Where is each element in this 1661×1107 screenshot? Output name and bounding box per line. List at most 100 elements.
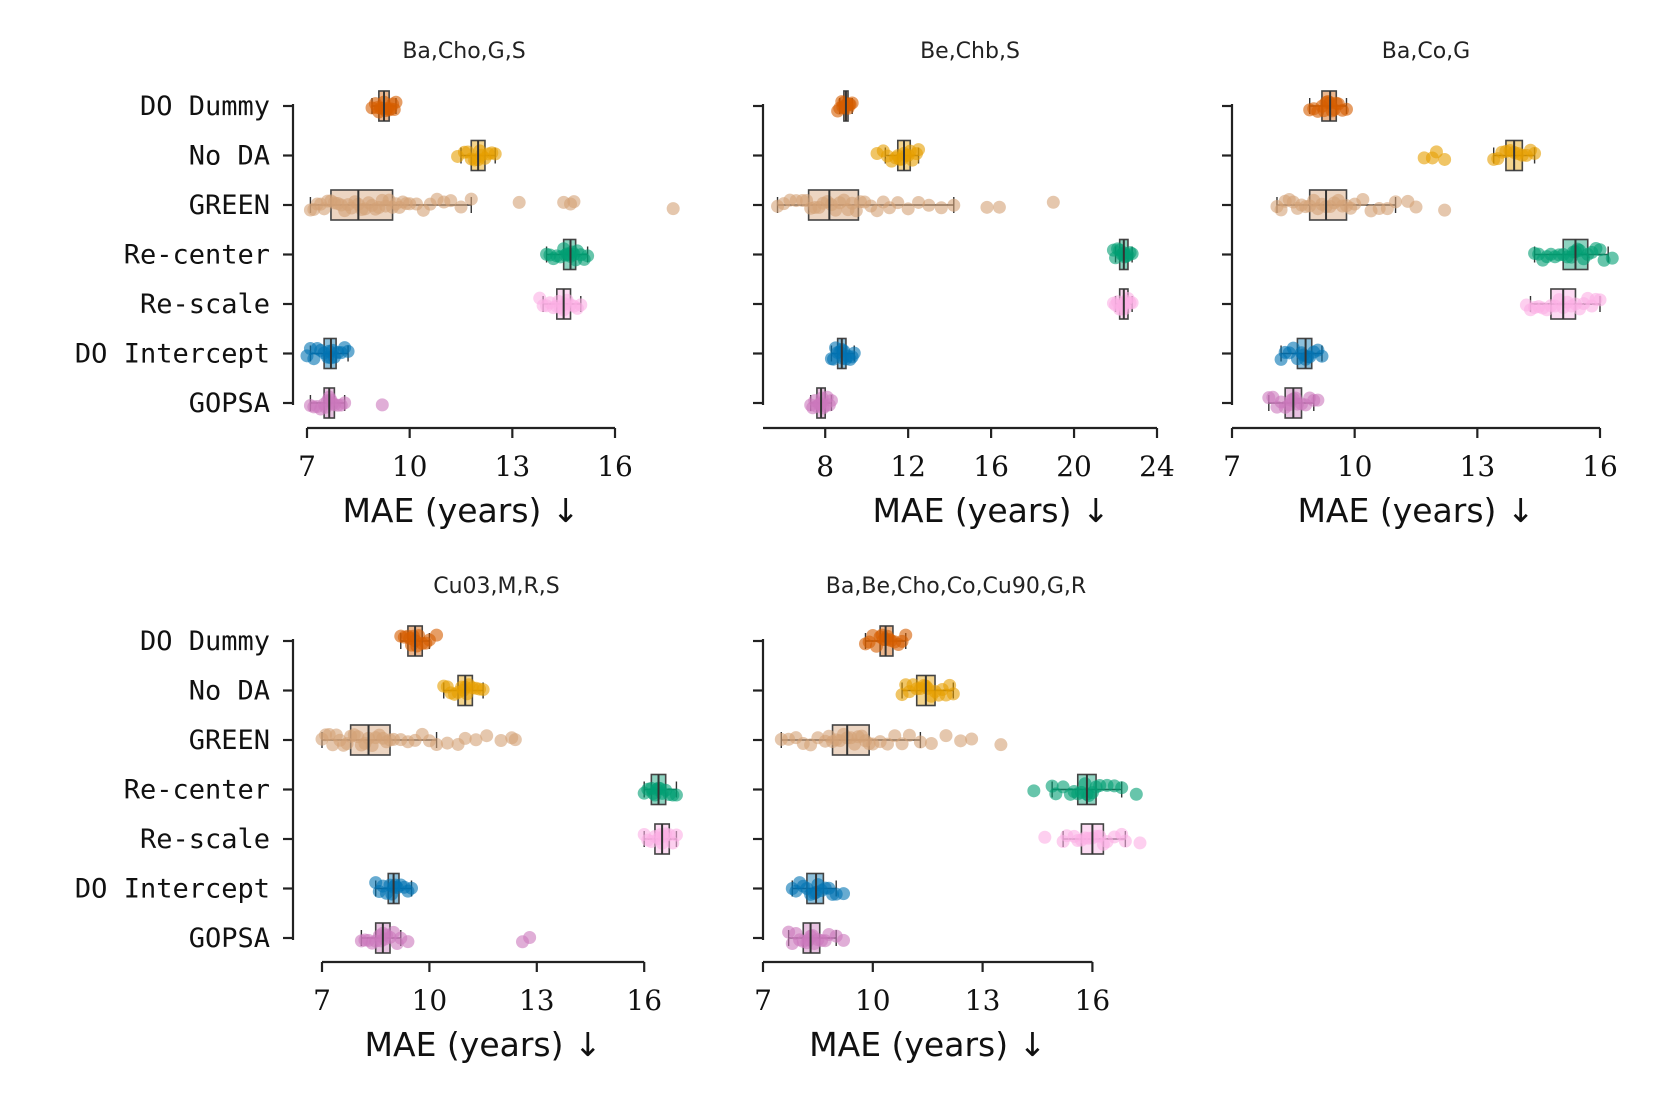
x-tick-label-13: 13 [519,984,555,1017]
series-do-dummy [394,625,444,657]
series-re-scale [1106,288,1139,320]
data-point [375,398,389,412]
data-point [1125,247,1139,261]
series-re-center [1027,773,1143,806]
series-do-intercept [300,337,355,370]
data-point [1115,781,1129,795]
series-do-dummy [831,90,859,122]
data-point [401,935,415,949]
x-tick-label-20: 20 [1056,450,1092,483]
data-point [1027,784,1041,798]
series-do-intercept [1274,337,1329,370]
data-point [1078,777,1092,791]
data-point [488,147,502,161]
series-re-center [540,238,595,271]
series-no-da [895,674,960,707]
category-label-green: GREEN [189,190,270,221]
series-green [774,724,1008,756]
data-point [440,736,454,750]
data-point [574,298,588,312]
data-point [845,96,859,110]
data-point [847,346,861,360]
data-point [464,192,478,206]
data-point [1125,296,1139,310]
data-point [901,202,915,216]
data-point [980,200,994,214]
data-point [1429,145,1443,159]
x-tick-label-10: 10 [855,984,891,1017]
x-tick-label-16: 16 [597,450,633,483]
category-label-no-da: No DA [189,676,270,707]
category-label-do-intercept: DO Intercept [75,339,270,370]
x-tick-label-8: 8 [816,450,834,483]
series-green [303,189,680,221]
data-point [912,195,926,209]
data-point [895,737,909,751]
data-point [1129,787,1143,801]
data-point [389,95,403,109]
x-tick-label-7: 7 [1223,450,1241,483]
data-point [669,828,683,842]
x-tick-label-7: 7 [313,984,331,1017]
data-point [430,738,444,752]
data-point [954,734,968,748]
data-point [1118,834,1132,848]
data-point [902,728,916,742]
data-point [1593,243,1607,257]
category-label-no-da: No DA [189,141,270,172]
data-point [341,344,355,358]
x-axis-label: MAE (years) ↓ [873,491,1110,530]
panel-title: Ba,Co,G [1382,39,1470,64]
series-do-dummy [1303,90,1353,122]
data-point [1356,193,1370,207]
data-point [837,933,851,947]
x-tick-label-16: 16 [626,984,662,1017]
x-tick-label-10: 10 [392,450,428,483]
x-tick-label-7: 7 [298,450,316,483]
data-point [523,930,537,944]
data-point [494,734,508,748]
data-point [480,729,494,743]
series-gopsa [354,922,537,954]
data-point [1605,251,1619,265]
category-label-gopsa: GOPSA [189,388,270,419]
data-point [581,249,595,263]
series-do-intercept [369,872,418,905]
series-re-scale [637,823,683,855]
category-label-gopsa: GOPSA [189,923,270,954]
category-label-re-scale: Re-scale [140,289,270,320]
data-point [994,738,1008,752]
series-green [315,724,522,756]
series-re-scale [1519,288,1607,320]
data-point [666,202,680,216]
data-point [1438,152,1452,166]
x-tick-label-10: 10 [1337,450,1373,483]
series-gopsa [1262,387,1325,419]
data-point [913,735,927,749]
x-axis-label: MAE (years) ↓ [1297,491,1534,530]
data-point [476,683,490,697]
series-do-intercept [785,872,851,905]
data-point [1389,195,1403,209]
data-point [837,887,851,901]
series-do-dummy [858,625,913,657]
data-point [946,687,960,701]
data-point [1528,146,1542,160]
panel-title: Cu03,M,R,S [433,574,560,599]
data-point [454,200,468,214]
data-point [899,628,913,642]
x-tick-label-16: 16 [1582,450,1618,483]
category-label-re-center: Re-center [124,775,270,806]
data-point [1311,393,1325,407]
data-point [512,195,526,209]
data-point [1133,836,1147,850]
data-point [405,881,418,895]
data-point [430,628,444,642]
data-point [669,788,683,802]
data-point [444,194,458,208]
panel-ba-cho-g-s: Ba,Cho,G,S DO Dummy No DA GREEN Re-center Re-… [75,39,680,530]
panel-cu03-m-r-s: Cu03,M,R,S DO Dummy No DA GREEN Re-center Re-… [75,574,683,1064]
category-label-do-intercept: DO Intercept [75,874,270,905]
data-point [924,736,938,750]
series-gopsa [804,387,838,419]
